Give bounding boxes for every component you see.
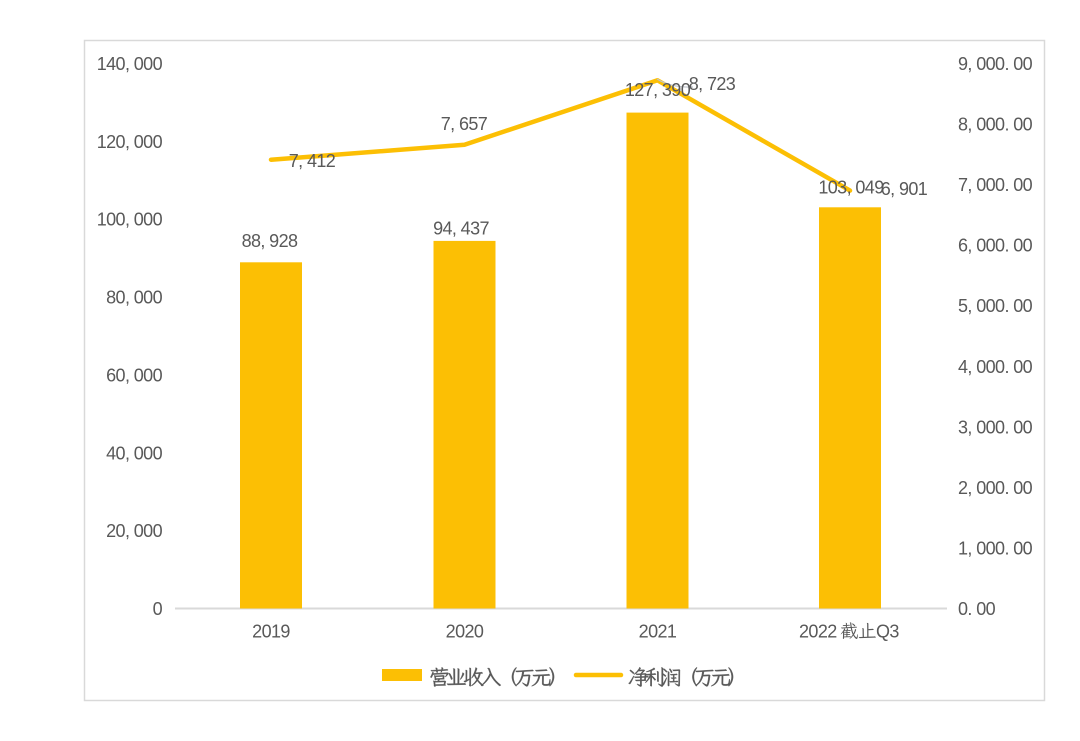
svg-text:6, 901: 6, 901 (881, 179, 928, 199)
svg-text:103, 049: 103, 049 (818, 178, 884, 198)
svg-text:100, 000: 100, 000 (97, 210, 163, 230)
svg-text:7, 412: 7, 412 (289, 151, 336, 171)
svg-text:3, 000. 00: 3, 000. 00 (958, 417, 1033, 437)
svg-text:4, 000. 00: 4, 000. 00 (958, 357, 1033, 377)
svg-text:Q3: Q3 (876, 622, 899, 642)
svg-text:88, 928: 88, 928 (242, 231, 298, 251)
svg-text:0. 00: 0. 00 (958, 599, 996, 619)
svg-text:7, 000. 00: 7, 000. 00 (958, 175, 1033, 195)
svg-text:140, 000: 140, 000 (97, 54, 163, 74)
svg-text:120, 000: 120, 000 (97, 132, 163, 152)
svg-text:2019: 2019 (252, 622, 290, 642)
svg-text:7, 657: 7, 657 (441, 114, 488, 134)
svg-text:40, 000: 40, 000 (106, 443, 162, 463)
svg-text:80, 000: 80, 000 (106, 288, 162, 308)
svg-text:0: 0 (153, 599, 163, 619)
svg-text:94, 437: 94, 437 (433, 219, 489, 239)
svg-text:2020: 2020 (446, 622, 484, 642)
svg-text:8, 000. 00: 8, 000. 00 (958, 115, 1033, 135)
svg-text:2, 000. 00: 2, 000. 00 (958, 478, 1033, 498)
svg-text:20, 000: 20, 000 (106, 521, 162, 541)
svg-text:60, 000: 60, 000 (106, 365, 162, 385)
svg-text:8, 723: 8, 723 (689, 74, 736, 94)
svg-text:2022: 2022 (799, 622, 837, 642)
svg-text:9, 000. 00: 9, 000. 00 (958, 54, 1033, 74)
svg-text:1, 000. 00: 1, 000. 00 (958, 538, 1033, 558)
svg-text:2021: 2021 (639, 622, 677, 642)
svg-text:6, 000. 00: 6, 000. 00 (958, 236, 1033, 256)
svg-text:5, 000. 00: 5, 000. 00 (958, 296, 1033, 316)
svg-text:127, 390: 127, 390 (625, 80, 691, 100)
